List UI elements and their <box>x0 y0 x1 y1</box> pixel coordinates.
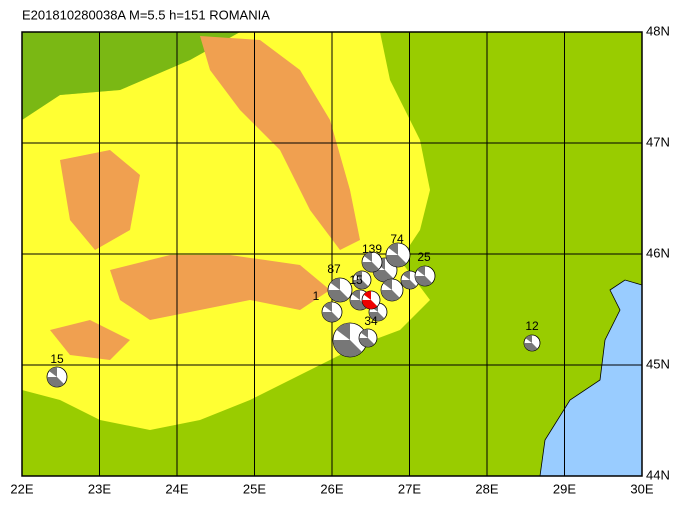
event-depth-label: 1 <box>313 289 320 303</box>
beachball-quadrant <box>369 312 385 321</box>
beachball-quadrant <box>386 255 407 267</box>
beachball <box>385 242 411 268</box>
beachball-quadrant <box>363 291 371 300</box>
beachball-quadrant <box>525 335 532 343</box>
beachball <box>352 270 372 290</box>
beachball-quadrant <box>360 329 368 338</box>
beachball-quadrant <box>402 271 410 280</box>
longitude-label: 29E <box>553 481 576 496</box>
beachball <box>361 290 381 310</box>
beachball-quadrant <box>328 290 349 302</box>
longitude-label: 23E <box>88 481 111 496</box>
beachball-quadrant <box>415 276 432 286</box>
longitude-label: 25E <box>243 481 266 496</box>
longitude-label: 28E <box>475 481 498 496</box>
beachball-quadrant <box>381 290 400 301</box>
beachball-quadrant <box>352 290 360 300</box>
latitude-label: 46N <box>646 245 670 260</box>
beachball-quadrant <box>49 367 57 377</box>
beachball-quadrant <box>333 340 362 357</box>
longitude-label: 30E <box>630 481 653 496</box>
beachball-quadrant <box>330 278 340 290</box>
longitude-label: 24E <box>165 481 188 496</box>
map-title: E201810280038A M=5.5 h=151 ROMANIA <box>22 7 270 22</box>
beachball-quadrant <box>362 262 379 272</box>
beachball <box>380 278 404 302</box>
beachball <box>46 366 68 388</box>
beachball-quadrant <box>388 243 398 255</box>
beachball-quadrant <box>353 280 369 289</box>
beachball-quadrant <box>336 323 350 340</box>
beachball <box>321 301 343 323</box>
focal-mechanisms <box>46 242 541 388</box>
beachball-quadrant <box>524 343 538 351</box>
beachball-quadrant <box>47 377 64 387</box>
beachball-quadrant <box>383 279 392 290</box>
longitude-label: 22E <box>10 481 33 496</box>
beachball-quadrant <box>324 302 332 312</box>
map-frame <box>21 31 643 477</box>
beachball <box>414 265 436 287</box>
longitude-label: 26E <box>320 481 343 496</box>
latitude-label: 48N <box>646 23 670 38</box>
event-depth-label: 34 <box>364 314 378 328</box>
event-depth-label: 139 <box>362 242 382 256</box>
longitude-label: 27E <box>398 481 421 496</box>
beachball <box>523 334 541 352</box>
event-depth-label: 25 <box>417 250 431 264</box>
beachball <box>358 328 378 348</box>
event-depth-label: 74 <box>390 232 404 246</box>
beachball-quadrant <box>359 338 375 347</box>
beachball-quadrant <box>401 280 417 289</box>
beachball <box>361 251 383 273</box>
beachball <box>327 277 353 303</box>
event-depth-label: 15 <box>349 273 363 287</box>
latitude-label: 44N <box>646 467 670 482</box>
latitude-label: 45N <box>646 356 670 371</box>
event-depth-label: 15 <box>50 352 64 366</box>
latitude-label: 47N <box>646 134 670 149</box>
event-depth-label: 87 <box>327 262 341 276</box>
beachball <box>332 322 368 358</box>
beachball-quadrant <box>364 252 372 262</box>
beachball <box>400 270 420 290</box>
beachball-quadrant <box>362 300 378 309</box>
beachball-quadrant <box>373 270 394 282</box>
beachball-quadrant <box>350 300 367 310</box>
beachball-quadrant <box>322 312 339 322</box>
beachball-quadrant <box>354 271 362 280</box>
beachball-quadrant <box>417 266 425 276</box>
event-depth-label: 12 <box>525 319 539 333</box>
